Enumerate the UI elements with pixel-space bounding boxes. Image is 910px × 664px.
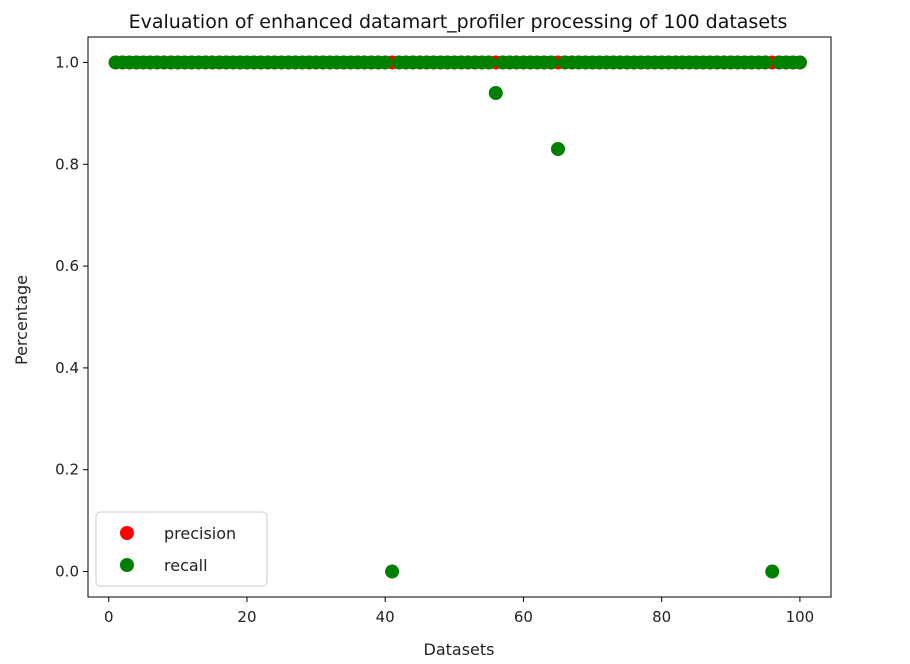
recall-series [108,55,807,579]
recall-point [481,55,496,70]
recall-point [488,86,503,100]
legend-marker-precision [120,526,134,540]
x-tick-label: 100 [786,608,815,626]
legend-marker-recall [120,558,134,572]
plot-frame [87,36,832,598]
x-tick-label: 40 [376,608,395,626]
legend-label-precision: precision [164,524,236,543]
y-axis-ticks: 0.0 0.2 0.4 0.6 0.8 1.0 [55,53,88,581]
legend-label-recall: recall [164,556,208,575]
recall-point [792,55,807,70]
x-tick-label: 0 [104,608,114,626]
recall-point [758,55,773,70]
y-tick-label: 0.8 [55,155,79,173]
recall-point [550,142,565,156]
recall-point [385,564,400,579]
y-tick-label: 0.0 [55,563,79,581]
x-tick-label: 20 [237,608,256,626]
y-tick-label: 0.2 [55,461,79,479]
chart-title: Evaluation of enhanced datamart_profiler… [129,11,788,33]
legend: precision recall [95,511,268,587]
x-tick-label: 80 [652,608,671,626]
y-tick-label: 1.0 [55,53,79,71]
y-axis-label: Percentage [12,275,31,365]
legend-box [95,511,268,587]
x-axis-ticks: 0 20 40 60 80 100 [104,597,814,626]
x-tick-label: 60 [514,608,533,626]
y-tick-label: 0.6 [55,257,79,275]
y-tick-label: 0.4 [55,359,79,377]
recall-point [544,55,559,70]
recall-point [765,564,780,579]
x-axis-label: Datasets [424,640,495,659]
recall-point [378,55,393,70]
